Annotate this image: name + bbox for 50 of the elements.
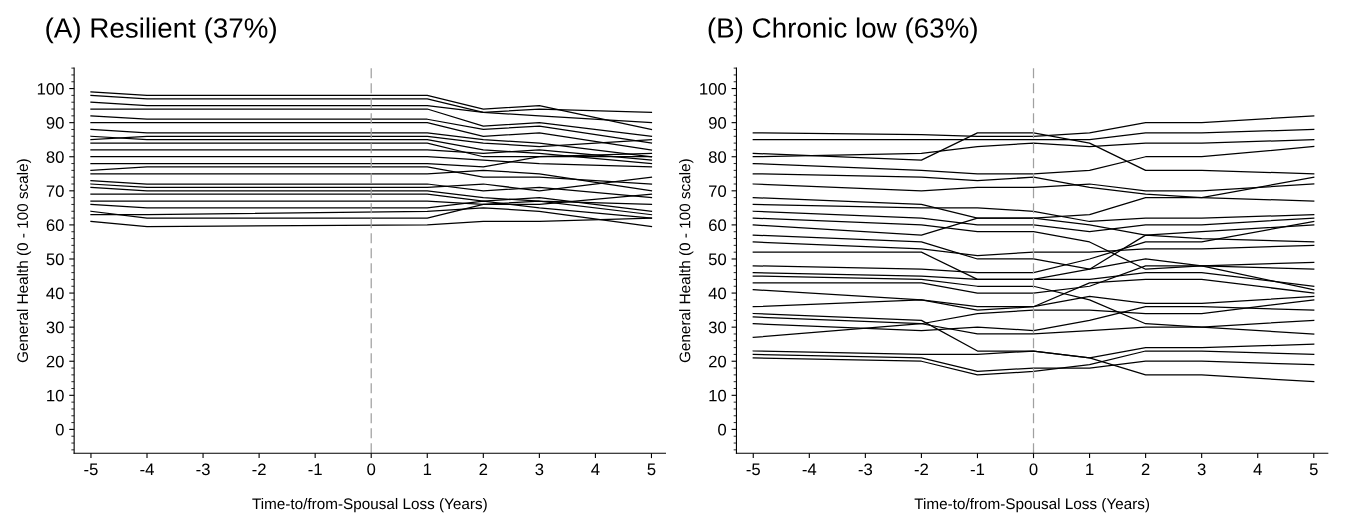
y-tick-label: 50 [708,253,727,266]
x-tick-label: -3 [196,463,210,476]
y-tick-label: 90 [46,117,64,129]
x-tick-label: -5 [84,463,98,476]
y-tick-label: 40 [46,287,64,300]
chart-title: (A) Resilient (37%) [46,17,276,44]
x-axis-title: Time-to/from-Spousal Loss (Years) [252,497,487,513]
x-tick-label: 1 [423,463,432,476]
y-tick-label: 50 [46,253,64,266]
y-tick-label: 90 [708,117,727,129]
x-tick-label: 0 [1029,463,1038,476]
y-tick-label: 30 [46,321,64,334]
y-tick-label: 0 [718,423,727,436]
x-tick-label: 0 [367,463,376,476]
x-tick-label: 5 [1309,463,1318,476]
x-tick-label: 2 [479,463,488,476]
x-tick-label: -1 [308,463,322,476]
y-tick-label: 0 [55,423,64,436]
x-tick-label: 1 [1086,463,1094,476]
x-tick-label: -5 [746,463,760,476]
y-tick-label: 10 [47,389,64,402]
y-tick-label: 100 [700,82,727,95]
x-tick-label: 4 [1253,463,1262,476]
y-axis-title: General Health (0 - 100 scale) [16,159,32,363]
y-tick-label: 20 [46,355,64,368]
y-tick-label: 10 [709,389,727,402]
x-tick-label: 2 [1141,463,1150,476]
y-tick-label: 60 [46,219,64,232]
y-tick-label: 80 [46,151,64,163]
x-tick-label: -4 [140,463,154,476]
y-tick-label: 80 [708,151,727,163]
x-tick-label: 3 [1197,463,1206,476]
x-tick-label: -3 [858,463,873,476]
y-tick-label: 60 [709,219,727,232]
y-tick-label: 100 [37,82,64,95]
x-axis-title: Time-to/from-Spousal Loss (Years) [914,497,1150,513]
y-tick-label: 30 [708,321,727,334]
x-tick-label: -4 [802,463,817,476]
x-tick-label: -2 [252,463,266,476]
y-tick-label: 20 [709,355,727,368]
x-tick-label: 5 [647,463,656,476]
x-tick-label: 4 [591,463,600,476]
x-tick-label: -1 [970,463,985,476]
y-tick-label: 70 [709,185,727,198]
y-tick-label: 70 [46,185,64,198]
chart-title: (B) Chronic low (63%) [708,17,977,44]
x-tick-label: 3 [535,463,544,476]
y-tick-label: 40 [708,287,727,300]
x-tick-label: -2 [914,463,928,476]
y-axis-title: General Health (0 - 100 scale) [679,159,694,363]
